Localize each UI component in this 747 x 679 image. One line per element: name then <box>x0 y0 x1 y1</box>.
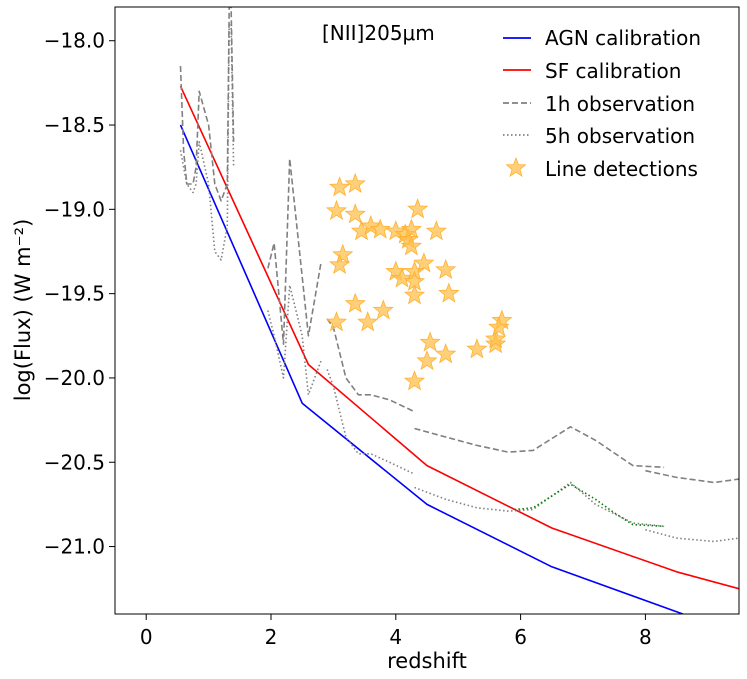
legend-label-5h: 5h observation <box>545 124 695 148</box>
y-axis-label: log(Flux) (W m⁻²) <box>11 219 35 402</box>
x-tick-label: 4 <box>389 625 402 649</box>
series-line-1h-observation-1 <box>267 157 322 346</box>
scatter-star-point <box>391 267 413 288</box>
scatter-star-point <box>435 343 457 364</box>
scatter-star-point <box>332 243 354 264</box>
scatter-star-point <box>416 349 438 371</box>
scatter-star-point <box>466 338 488 359</box>
scatter-star-point <box>329 253 351 275</box>
x-tick-label: 8 <box>639 625 652 649</box>
scatter-star-point <box>344 172 366 194</box>
annotation-label: [NII]205μm <box>322 21 435 45</box>
plot-frame <box>114 6 740 615</box>
series-line-1h-observation-4 <box>645 469 739 484</box>
series-line-1h-observation-3 <box>414 425 665 469</box>
scatter-star-point <box>403 284 426 305</box>
legend-label-detections: Line detections <box>545 157 698 181</box>
scatter-star-point <box>400 218 422 239</box>
x-tick-label: 0 <box>140 625 153 649</box>
scatter-star-point <box>413 252 435 273</box>
legend-label-agn: AGN calibration <box>545 26 701 50</box>
series-layer <box>179 7 739 614</box>
axes-layer: 0 2 4 6 8 −18.0 −18.5 −19.0 −19.5 −20.0 −20.5 −21.0 <box>44 29 652 649</box>
series-line-5h-observation-2 <box>326 369 415 475</box>
scatter-star-point <box>438 282 460 303</box>
scatter-star-point <box>372 299 394 320</box>
scatter-star-point <box>400 235 422 256</box>
y-tick-label: −19.5 <box>44 282 105 306</box>
x-tick-label: 6 <box>514 625 527 649</box>
scatter-star-point <box>369 218 391 239</box>
series-line-5h-observation-4 <box>645 528 739 543</box>
y-tick-label: −18.5 <box>44 113 105 137</box>
y-tick-label: −21.0 <box>44 535 105 559</box>
scatter-star-point <box>325 199 348 221</box>
y-tick-label: −18.0 <box>44 29 105 53</box>
scatter-star-point <box>360 215 382 236</box>
scatter-star-point <box>385 220 407 241</box>
x-tick-label: 2 <box>265 625 278 649</box>
scatter-layer <box>325 172 513 391</box>
scatter-star-point <box>325 311 348 332</box>
x-axis-label: redshift <box>387 649 467 673</box>
series-line-5h-observation-3 <box>414 481 665 528</box>
y-tick-label: −20.0 <box>44 366 105 390</box>
scatter-star-point <box>425 220 447 241</box>
legend-star-marker <box>505 156 527 178</box>
y-tick-label: −19.0 <box>44 197 105 221</box>
scatter-star-point <box>403 370 426 391</box>
series-line-5h-observation-1 <box>267 284 322 396</box>
scatter-star-point <box>485 328 507 349</box>
series-line-agn-calibration-0 <box>179 124 684 614</box>
legend: AGN calibration SF calibration 1h observ… <box>503 26 701 181</box>
scatter-star-point <box>357 311 379 332</box>
scatter-star-point <box>344 292 366 313</box>
y-tick-label: −20.5 <box>44 450 105 474</box>
legend-label-sf: SF calibration <box>545 59 681 83</box>
scatter-star-point <box>344 203 366 224</box>
scatter-star-point <box>488 316 510 337</box>
series-line-1h-observation-2 <box>326 318 415 413</box>
series-line-1h-observation-0 <box>179 7 235 202</box>
scatter-star-point <box>407 198 429 219</box>
scatter-star-point <box>329 176 351 197</box>
scatter-star-point <box>435 258 457 280</box>
legend-label-1h: 1h observation <box>545 92 695 116</box>
scatter-star-point <box>419 331 441 352</box>
